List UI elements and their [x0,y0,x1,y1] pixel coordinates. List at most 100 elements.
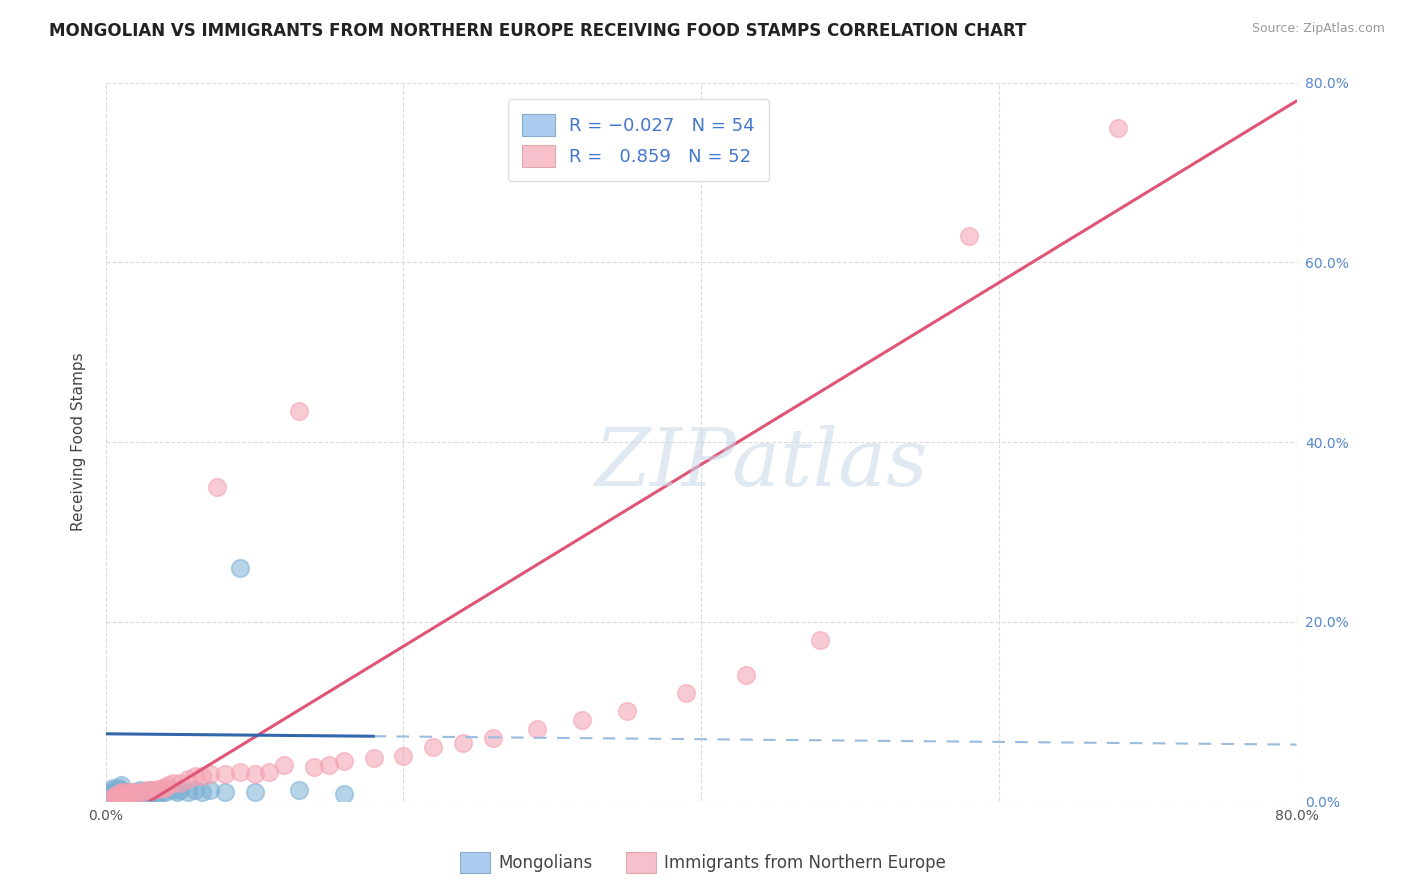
Point [616,705,638,719]
Point [214,785,236,799]
Point [333,754,356,768]
Point [139,783,162,797]
Point [150,780,173,795]
Point [333,787,356,801]
Point [105,789,128,804]
Point [162,776,184,790]
Point [273,758,295,772]
Legend: Mongolians, Immigrants from Northern Europe: Mongolians, Immigrants from Northern Eur… [453,846,953,880]
Point [957,228,980,243]
Point [363,751,385,765]
Point [526,723,548,737]
Point [105,783,128,797]
Point [117,787,139,801]
Point [146,781,169,796]
Point [110,785,132,799]
Point [451,736,474,750]
Point [143,785,166,799]
Point [142,783,165,797]
Point [392,749,415,764]
Point [191,785,214,799]
Text: ZIPatlas: ZIPatlas [593,425,928,502]
Point [228,765,250,780]
Point [124,785,146,799]
Point [571,714,593,728]
Point [110,785,132,799]
Point [243,767,266,781]
Point [228,560,250,574]
Point [132,785,155,799]
Point [146,787,169,801]
Point [142,786,165,800]
Point [110,778,132,792]
Point [150,785,173,799]
Point [117,787,139,801]
Point [288,783,311,797]
Point [1107,120,1129,135]
Point [110,789,132,803]
Point [101,783,124,797]
Point [108,787,131,801]
Point [101,787,124,801]
Point [132,787,155,801]
Point [112,789,135,803]
Point [107,789,129,803]
Point [127,785,149,799]
Point [191,769,214,783]
Point [101,785,124,799]
Point [105,787,128,801]
Point [118,789,141,803]
Point [288,403,311,417]
Point [125,787,148,801]
Point [124,789,146,803]
Point [110,783,132,797]
Point [129,783,152,797]
Point [169,776,191,790]
Point [259,765,281,780]
Point [207,480,229,494]
Y-axis label: Receiving Food Stamps: Receiving Food Stamps [72,352,86,532]
Point [198,767,221,781]
Point [122,788,145,802]
Point [318,758,340,772]
Point [132,785,155,799]
Point [243,785,266,799]
Point [108,789,131,804]
Point [166,785,188,799]
Point [105,789,128,803]
Point [155,785,177,799]
Point [104,789,127,803]
Text: Source: ZipAtlas.com: Source: ZipAtlas.com [1251,22,1385,36]
Point [139,785,162,799]
Point [184,769,207,783]
Point [139,783,162,797]
Point [157,778,180,792]
Point [101,780,124,795]
Point [481,731,503,746]
Text: MONGOLIAN VS IMMIGRANTS FROM NORTHERN EUROPE RECEIVING FOOD STAMPS CORRELATION C: MONGOLIAN VS IMMIGRANTS FROM NORTHERN EU… [49,22,1026,40]
Point [127,785,149,799]
Point [734,668,756,682]
Point [136,786,159,800]
Point [184,783,207,797]
Point [136,783,159,797]
Point [120,787,142,801]
Point [198,783,221,797]
Point [302,760,325,774]
Point [101,789,124,804]
Point [675,686,697,700]
Point [110,787,132,801]
Point [121,785,143,799]
Point [118,785,141,799]
Point [114,785,136,799]
Point [101,789,124,804]
Point [107,785,129,799]
Point [124,787,146,801]
Point [176,772,198,786]
Point [117,785,139,799]
Point [422,740,444,755]
Point [176,785,198,799]
Legend: R = −0.027   N = 54, R =   0.859   N = 52: R = −0.027 N = 54, R = 0.859 N = 52 [508,99,769,181]
Point [112,787,135,801]
Point [169,783,191,797]
